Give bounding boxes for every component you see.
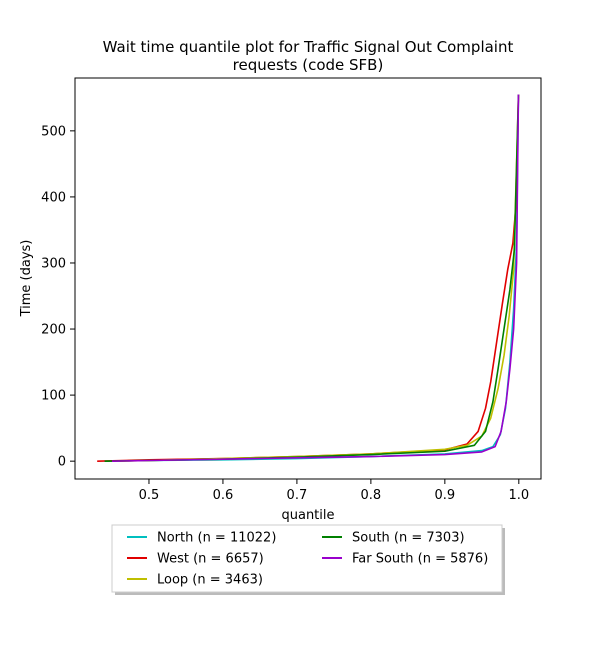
y-tick-label: 300 (41, 256, 66, 271)
x-tick-label: 0.5 (139, 488, 160, 503)
y-tick-label: 200 (41, 323, 66, 338)
legend-label-2: Loop (n = 3463) (157, 573, 263, 588)
y-tick-label: 100 (41, 389, 66, 404)
legend-label-3: South (n = 7303) (352, 531, 465, 546)
x-axis-ticks: 0.5 0.6 0.7 0.8 0.9 1.0 (139, 479, 529, 503)
x-tick-label: 0.7 (287, 488, 308, 503)
x-tick-label: 0.6 (213, 488, 234, 503)
y-axis-ticks: 0 100 200 300 400 500 (41, 124, 75, 470)
x-tick-label: 1.0 (508, 488, 529, 503)
plot-area (74, 77, 542, 480)
legend-label-0: North (n = 11022) (157, 531, 276, 546)
series-line-2 (119, 94, 520, 462)
legend-items: North (n = 11022) West (n = 6657) Loop (n … (127, 531, 488, 588)
legend-box (111, 524, 503, 593)
plot-frame (74, 77, 542, 480)
series-line-1 (97, 94, 520, 462)
x-axis-label: quantile (281, 508, 334, 523)
series-line-3 (104, 94, 520, 462)
x-tick-label: 0.9 (434, 488, 455, 503)
series-group (97, 94, 520, 462)
legend-label-1: West (n = 6657) (157, 552, 264, 567)
chart-title-line-2: requests (code SFB) (233, 56, 384, 74)
series-line-4 (111, 94, 520, 462)
chart-title-line-1: Wait time quantile plot for Traffic Sign… (103, 38, 514, 56)
legend: North (n = 11022) West (n = 6657) Loop (n … (111, 524, 505, 595)
y-tick-label: 0 (58, 455, 66, 470)
y-tick-label: 500 (41, 124, 66, 139)
x-tick-label: 0.8 (361, 488, 382, 503)
y-axis-label: Time (days) (19, 240, 34, 318)
legend-label-4: Far South (n = 5876) (352, 552, 488, 567)
y-tick-label: 400 (41, 190, 66, 205)
series-line-0 (104, 94, 520, 462)
